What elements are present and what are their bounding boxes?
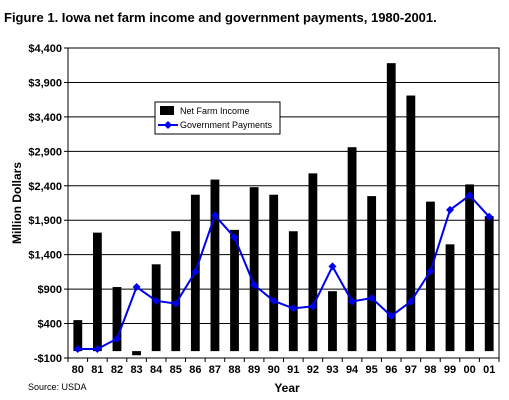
x-tick-label: 82	[111, 364, 123, 376]
legend: Net Farm Income Government Payments	[154, 101, 281, 135]
y-axis-ticks: -$100 $400 $900 $1,400 $1,900 $2,400 $2,900 $3,…	[28, 43, 68, 365]
bar-net-farm-income	[230, 229, 239, 352]
bar-net-farm-income	[151, 264, 161, 352]
x-tick-label: 89	[248, 364, 260, 376]
x-tick-label: 01	[483, 364, 495, 376]
y-tick-label: $4,400	[28, 43, 62, 55]
bar-net-farm-income	[465, 184, 475, 352]
marker-government-payments	[367, 294, 376, 303]
y-tick-label: $1,400	[28, 250, 62, 262]
marker-government-payments	[132, 283, 141, 292]
chart-title: Figure 1. Iowa net farm income and gover…	[4, 10, 437, 25]
bar-net-farm-income	[386, 63, 396, 352]
bar-net-farm-income	[132, 351, 141, 356]
x-tick-label: 84	[150, 364, 163, 376]
marker-government-payments	[308, 302, 317, 311]
marker-government-payments	[210, 211, 219, 220]
bar-net-farm-income	[171, 231, 181, 352]
marker-government-payments	[269, 296, 278, 305]
legend-swatch-marker	[164, 121, 172, 129]
y-tick-label: $2,400	[28, 181, 62, 193]
bar-net-farm-income	[406, 95, 416, 352]
x-tick-label: 85	[170, 364, 182, 376]
x-tick-label: 87	[209, 364, 221, 376]
marker-government-payments	[406, 297, 415, 306]
y-tick-label: $400	[38, 319, 62, 331]
bar-net-farm-income	[367, 196, 377, 352]
x-tick-label: 90	[268, 364, 280, 376]
marker-government-payments	[289, 304, 298, 313]
x-tick-label: 83	[130, 364, 142, 376]
marker-government-payments	[230, 233, 239, 242]
bar-net-farm-income	[210, 179, 220, 352]
marker-government-payments	[73, 345, 82, 354]
bar-net-farm-income	[328, 291, 337, 352]
x-tick-label: 80	[72, 364, 84, 376]
y-tick-label: $900	[38, 284, 62, 296]
x-tick-label: 91	[287, 364, 299, 376]
x-tick-label: 88	[228, 364, 240, 376]
line-government-payments	[77, 194, 490, 351]
bar-net-farm-income	[426, 201, 435, 352]
y-tick-label: $1,900	[28, 215, 62, 227]
bar-net-farm-income	[92, 232, 102, 352]
legend-label-government-payments: Government Payments	[180, 120, 273, 130]
marker-government-payments	[250, 280, 259, 289]
x-tick-label: 86	[189, 364, 201, 376]
marker-government-payments	[152, 296, 161, 305]
bar-net-farm-income	[484, 216, 494, 352]
y-axis-label: Million Dollars	[10, 162, 24, 244]
x-tick-label: 81	[91, 364, 103, 376]
legend-box	[154, 101, 281, 135]
bar-net-farm-income	[73, 320, 83, 352]
bar-net-farm-income	[288, 231, 298, 352]
x-axis-label: Year	[274, 381, 300, 395]
x-tick-label: 93	[326, 364, 338, 376]
x-tick-label: 95	[366, 364, 378, 376]
y-tick-label: $3,400	[28, 112, 62, 124]
x-tick-label: 00	[463, 364, 475, 376]
x-tick-label: 97	[405, 364, 417, 376]
marker-government-payments	[446, 205, 455, 214]
x-tick-label: 98	[424, 364, 436, 376]
marker-government-payments	[171, 299, 180, 308]
x-tick-label: 92	[307, 364, 319, 376]
marker-government-payments	[485, 212, 494, 221]
bar-net-farm-income	[347, 147, 357, 352]
marker-government-payments	[93, 345, 102, 354]
marker-government-payments	[465, 191, 474, 200]
marker-government-payments	[328, 262, 337, 271]
x-axis-ticks: 80 81 82 83 84 85 86 87 88 89 90 91 92 93 94 95 96 97 98 99…	[67, 358, 500, 376]
bar-series	[73, 63, 494, 356]
marker-government-payments	[348, 297, 357, 306]
bar-net-farm-income	[249, 187, 259, 352]
legend-label-net-farm-income: Net Farm Income	[180, 106, 250, 116]
marker-government-payments	[112, 334, 121, 343]
x-tick-label: 96	[385, 364, 397, 376]
y-tick-label: $3,900	[28, 77, 62, 89]
source-note: Source: USDA	[28, 382, 87, 392]
marker-government-payments	[191, 267, 200, 276]
bar-net-farm-income	[308, 173, 318, 352]
bar-net-farm-income	[269, 194, 279, 352]
plot-area-frame	[67, 47, 500, 359]
bar-net-farm-income	[112, 287, 122, 352]
marker-government-payments	[426, 267, 435, 276]
legend-swatch-bar	[160, 106, 174, 115]
y-tick-label: $2,900	[28, 146, 62, 158]
x-tick-label: 99	[444, 364, 456, 376]
line-series	[73, 191, 494, 354]
bar-net-farm-income	[445, 244, 455, 352]
marker-government-payments	[387, 311, 396, 320]
y-tick-label: -$100	[34, 353, 62, 365]
x-tick-label: 94	[346, 364, 359, 376]
